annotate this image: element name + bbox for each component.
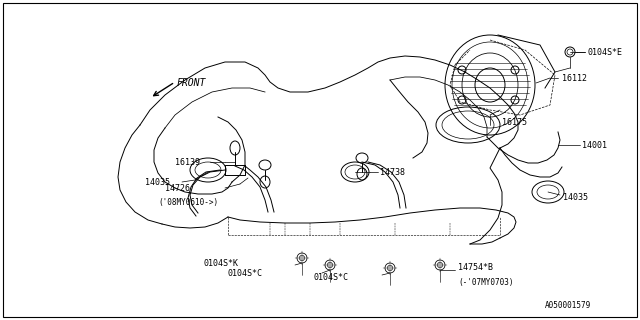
Text: 0104S*E: 0104S*E xyxy=(588,47,623,57)
Text: ('08MY0610->): ('08MY0610->) xyxy=(158,197,218,206)
Text: 0104S*C: 0104S*C xyxy=(313,274,348,283)
Text: FRONT: FRONT xyxy=(177,78,206,88)
Text: (-'07MY0703): (-'07MY0703) xyxy=(458,277,513,286)
Circle shape xyxy=(387,265,393,271)
Text: 0104S*K: 0104S*K xyxy=(203,259,238,268)
Text: A050001579: A050001579 xyxy=(545,300,591,309)
Text: 14035: 14035 xyxy=(563,194,588,203)
Text: 16112: 16112 xyxy=(562,74,587,83)
Text: 14726: 14726 xyxy=(165,183,190,193)
Circle shape xyxy=(300,255,305,261)
Text: 14738: 14738 xyxy=(380,167,405,177)
Text: 16139: 16139 xyxy=(175,157,200,166)
Text: 14754*B: 14754*B xyxy=(458,263,493,273)
Text: 14001: 14001 xyxy=(582,140,607,149)
Circle shape xyxy=(327,262,333,268)
Circle shape xyxy=(437,262,443,268)
Text: 16175: 16175 xyxy=(502,117,527,126)
Text: 14035: 14035 xyxy=(145,178,170,187)
Text: 0104S*C: 0104S*C xyxy=(227,268,262,277)
